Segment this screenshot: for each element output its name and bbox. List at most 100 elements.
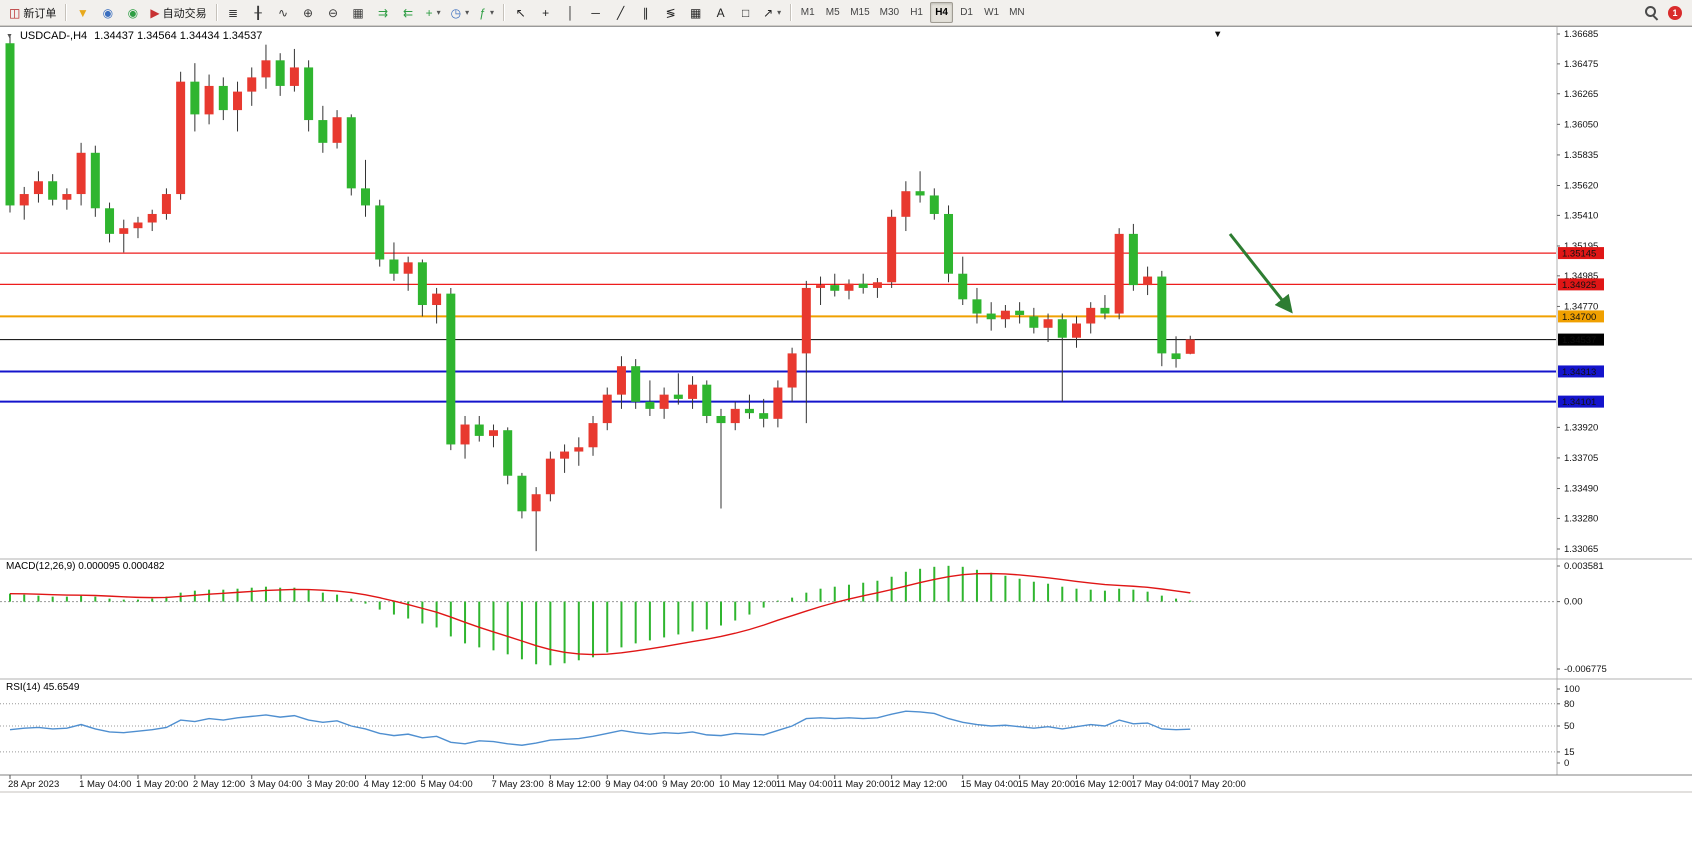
candle-body — [19, 194, 29, 206]
channel-button[interactable]: ∥ — [634, 2, 657, 23]
tf-m5-button[interactable]: M5 — [821, 2, 844, 23]
vertical-line-button[interactable]: │ — [559, 2, 582, 23]
market-button[interactable]: ◉ — [121, 2, 144, 23]
candle-body — [33, 181, 43, 195]
tile-windows-button[interactable]: ▦ — [347, 2, 370, 23]
search-icon-circle — [1645, 6, 1656, 17]
cursor-button[interactable]: ↖ — [509, 2, 532, 23]
candle-body — [346, 117, 356, 189]
notification-badge[interactable]: 1 — [1668, 5, 1682, 20]
crosshair-button[interactable]: + — [534, 2, 557, 23]
new-order-button[interactable]: ◫ 新订单 — [5, 2, 60, 23]
horizontal-line-button[interactable]: ─ — [584, 2, 607, 23]
dropdown-caret-icon[interactable]: ▾ — [436, 8, 441, 17]
auto-trading-button[interactable]: ▶ 自动交易 — [146, 2, 210, 23]
candle-body — [403, 262, 413, 274]
candle-body — [332, 117, 342, 143]
tf-m30-button-label: M30 — [879, 7, 900, 18]
zoom-in-icon: ⊕ — [303, 5, 314, 20]
tf-w1-button[interactable]: W1 — [980, 2, 1003, 23]
indicators-icon: ƒ — [479, 5, 486, 20]
candle-body — [716, 415, 726, 424]
candlestick-chart-icon: ╂ — [254, 5, 262, 20]
tf-m15-button[interactable]: M15 — [846, 2, 873, 23]
trendline-button[interactable]: ╱ — [609, 2, 632, 23]
profiles-button[interactable]: ▼ — [71, 2, 94, 23]
chart-shift-icon: ⇇ — [403, 5, 414, 20]
dropdown-caret-icon[interactable]: ▾ — [777, 8, 782, 17]
candle-body — [872, 282, 882, 288]
chart-plot-area[interactable]: ▼ 1.36685 1.36475 1.36265 1.36050 1.35835 1.35… — [0, 27, 1692, 858]
rsi-indicator-label: RSI(14) 45.6549 — [6, 682, 80, 693]
time-axis-label: 15 May 04:00 — [961, 779, 1019, 790]
candle-body — [787, 353, 797, 388]
macd-axis-label: -0.006775 — [1564, 664, 1607, 675]
period-clock-button[interactable]: ◷ ▾ — [447, 2, 474, 23]
candle-body — [560, 451, 570, 459]
new-order-button-label: 新订单 — [23, 7, 57, 20]
candle-body — [318, 120, 328, 143]
dropdown-caret-icon[interactable]: ▾ — [489, 8, 494, 17]
candle-body — [972, 299, 982, 314]
text-label-button[interactable]: □ — [734, 2, 757, 23]
candle-body — [958, 273, 968, 300]
zoom-in-button[interactable]: ⊕ — [297, 2, 320, 23]
chart-shift-button[interactable]: ⇇ — [397, 2, 420, 23]
tf-m1-button-label: M1 — [800, 7, 815, 18]
candle-body — [304, 67, 314, 121]
tf-m30-button[interactable]: M30 — [876, 2, 903, 23]
search-icon-handle — [1652, 15, 1659, 21]
candlestick-chart-button[interactable]: ╂ — [247, 2, 270, 23]
bar-chart-button[interactable]: ≣ — [222, 2, 245, 23]
rsi-axis-label: 50 — [1564, 721, 1575, 732]
trend-arrow[interactable] — [1228, 233, 1293, 314]
price-axis-label: 1.33280 — [1564, 513, 1598, 524]
candle-body — [76, 152, 86, 195]
tf-mn-button[interactable]: MN — [1005, 2, 1029, 23]
tf-m1-button[interactable]: M1 — [796, 2, 819, 23]
candle-body — [887, 216, 897, 283]
tf-d1-button[interactable]: D1 — [955, 2, 978, 23]
candle-body — [616, 366, 626, 395]
tf-mn-button-label: MN — [1009, 7, 1025, 18]
candle-body — [688, 384, 698, 399]
chart-shift-marker[interactable]: ▼ — [1213, 29, 1222, 40]
period-clock-icon: ◷ — [450, 5, 462, 20]
tf-h4-button[interactable]: H4 — [930, 2, 954, 23]
new-chart-button[interactable]: + ▾ — [422, 2, 445, 23]
toolbar-separator — [215, 4, 217, 21]
cycle-lines-icon: ▦ — [689, 5, 702, 20]
toolbar-separator — [790, 4, 792, 21]
community-button[interactable]: ◉ — [96, 2, 119, 23]
text-button[interactable]: A — [709, 2, 732, 23]
symbol-list-icon[interactable]: ▼ — [6, 32, 13, 40]
price-axis-label: 1.35835 — [1564, 150, 1598, 161]
line-chart-button[interactable]: ∿ — [272, 2, 295, 23]
search-icon[interactable] — [1644, 5, 1659, 21]
cycle-lines-button[interactable]: ▦ — [684, 2, 707, 23]
candle-body — [645, 401, 655, 409]
tf-h1-button[interactable]: H1 — [905, 2, 928, 23]
candle-body — [176, 81, 186, 195]
zoom-out-button[interactable]: ⊖ — [322, 2, 345, 23]
arrows-button[interactable]: ↗ ▾ — [759, 2, 785, 23]
candle-body — [261, 60, 271, 78]
indicators-button[interactable]: ƒ ▾ — [475, 2, 498, 23]
auto-scroll-button[interactable]: ⇉ — [372, 2, 395, 23]
toolbar-buttons: ◫ 新订单 ▼ ◉ ◉ ▶ 自动交易 ≣ ╂ ∿ ⊕ ⊖ ▦ ⇉ ⇇ + ▾ ◷ ▾ ƒ ▾ ↖ + │ ─ ╱ ∥ ≶ ▦ A □ ↗ ▾ M1… — [4, 0, 1030, 25]
candle-body — [375, 205, 385, 260]
time-axis-label: 10 May 12:00 — [719, 779, 777, 790]
fibonacci-button[interactable]: ≶ — [659, 2, 682, 23]
price-axis-label: 1.33705 — [1564, 453, 1598, 464]
time-axis-label: 2 May 12:00 — [193, 779, 245, 790]
candle-body — [289, 67, 299, 86]
candle-body — [119, 228, 129, 234]
price-axis-label: 1.36265 — [1564, 89, 1598, 100]
time-axis-label: 1 May 20:00 — [136, 779, 188, 790]
dropdown-caret-icon[interactable]: ▾ — [465, 8, 470, 17]
chart-ohlc-values: 1.34437 1.34564 1.34434 1.34537 — [94, 30, 263, 42]
rsi-axis-label: 100 — [1564, 684, 1580, 695]
candle-body — [1185, 339, 1195, 354]
toolbar-separator — [65, 4, 67, 21]
